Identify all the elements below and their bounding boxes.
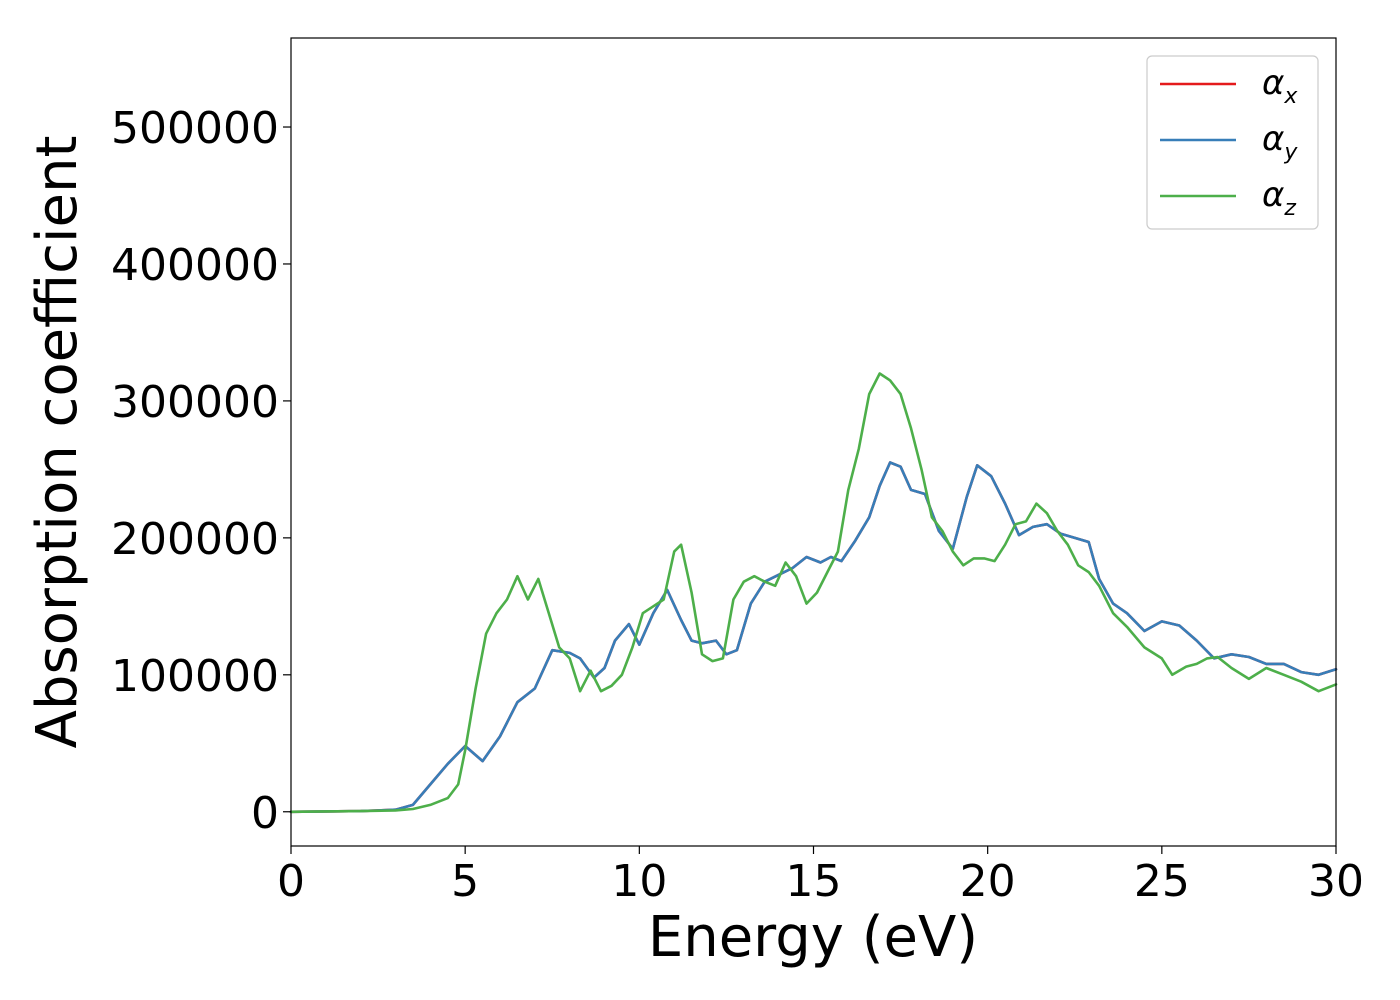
x-tick-label: 25	[1134, 856, 1190, 907]
y-tick-label: 0	[251, 788, 279, 839]
x-axis: 0 5 10 15 20 25 30	[277, 846, 1364, 907]
y-tick-label: 500000	[111, 103, 279, 154]
x-tick-label: 20	[960, 856, 1016, 907]
y-tick-label: 100000	[111, 651, 279, 702]
y-axis: 0 100000 200000 300000 400000 500000	[111, 103, 291, 839]
series-line-z	[289, 372, 1338, 814]
x-tick-label: 10	[611, 856, 667, 907]
series-line-y	[289, 461, 1338, 814]
x-tick-label: 5	[451, 856, 479, 907]
series-layer	[289, 372, 1338, 814]
x-axis-title: Energy (eV)	[648, 905, 978, 970]
x-tick-label: 30	[1308, 856, 1364, 907]
x-tick-label: 0	[277, 856, 305, 907]
y-tick-label: 300000	[111, 377, 279, 428]
y-tick-label: 200000	[111, 514, 279, 565]
legend-box	[1146, 55, 1319, 230]
x-tick-label: 15	[786, 856, 842, 907]
y-axis-title: Absorption coefficient	[25, 136, 90, 749]
y-tick-label: 400000	[111, 240, 279, 291]
